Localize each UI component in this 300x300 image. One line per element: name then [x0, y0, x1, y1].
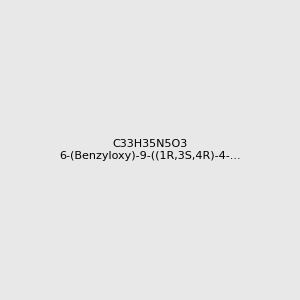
Text: C33H35N5O3
6-(Benzyloxy)-9-((1R,3S,4R)-4-...: C33H35N5O3 6-(Benzyloxy)-9-((1R,3S,4R)-4… [59, 139, 241, 161]
